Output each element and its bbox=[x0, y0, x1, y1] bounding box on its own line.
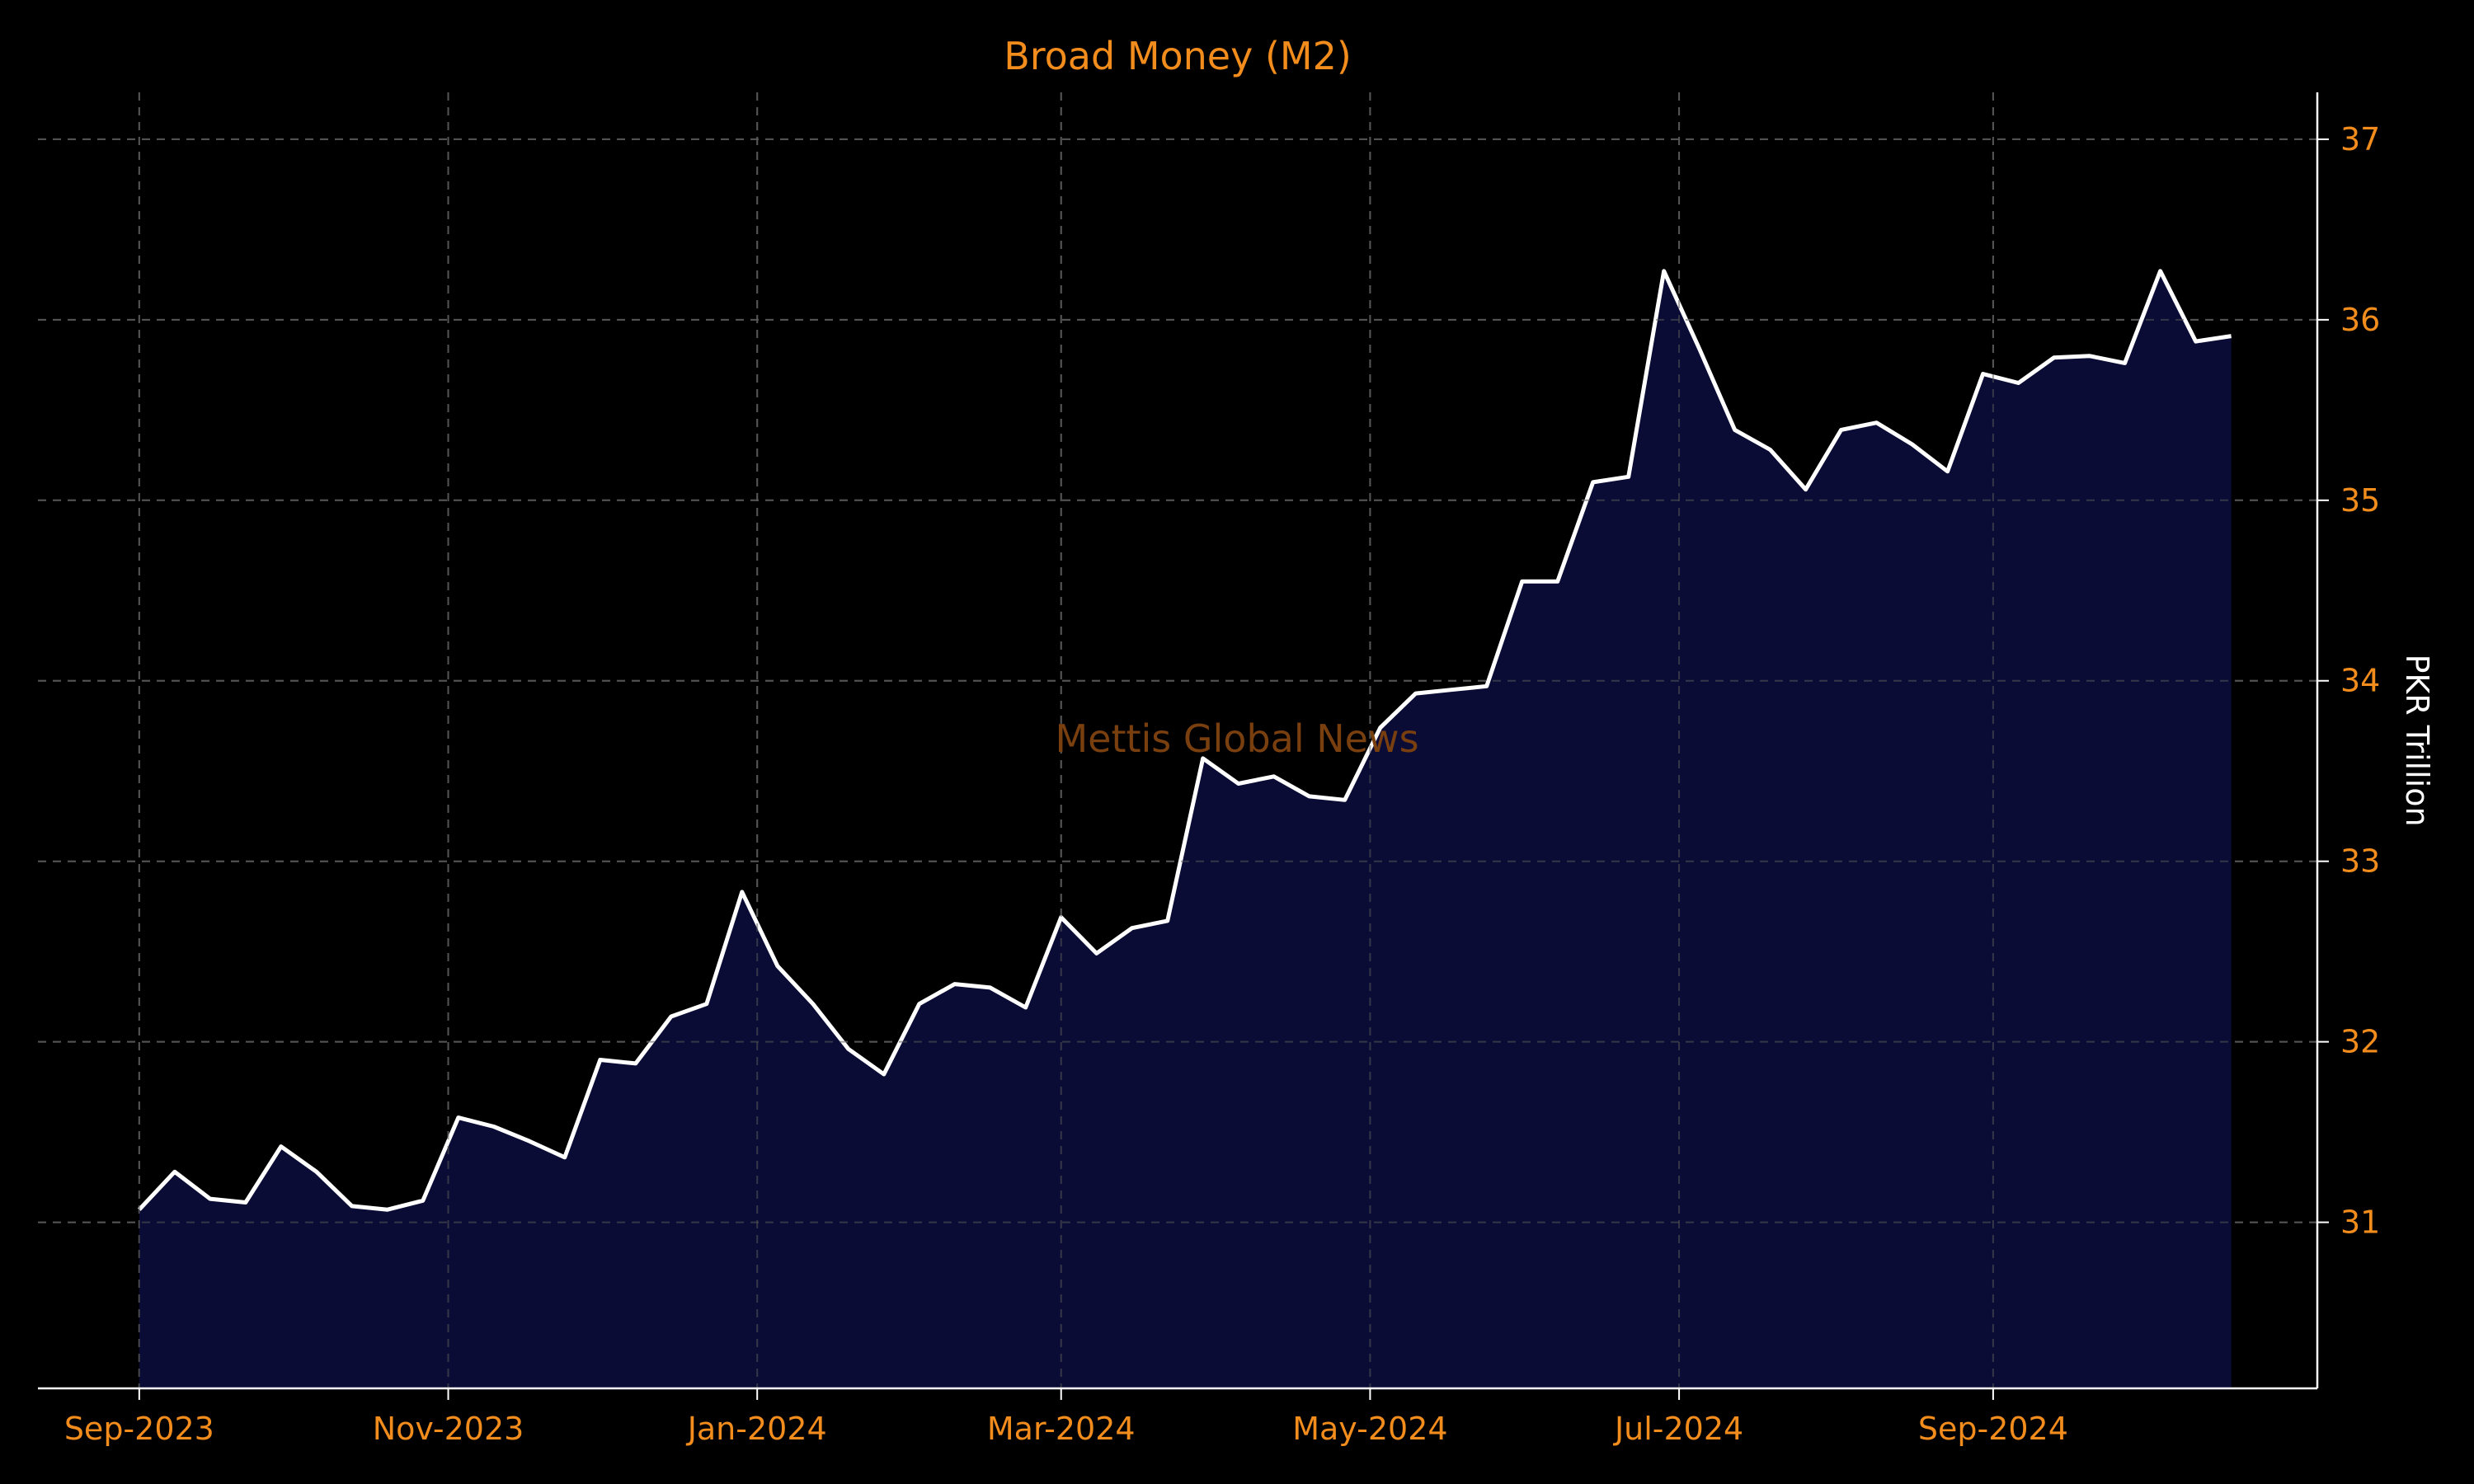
data-point bbox=[245, 1202, 246, 1203]
data-point bbox=[706, 1003, 707, 1004]
x-tick-label: Mar-2024 bbox=[987, 1411, 1136, 1447]
data-point bbox=[635, 1063, 636, 1064]
data-point bbox=[1238, 783, 1239, 784]
series-line bbox=[137, 269, 2232, 1212]
data-point bbox=[387, 1209, 388, 1210]
data-point bbox=[1947, 471, 1948, 472]
data-point bbox=[1167, 920, 1168, 921]
data-point bbox=[1876, 422, 1877, 423]
y-axis-label: PKR Trillion bbox=[2399, 654, 2435, 826]
data-point bbox=[1025, 1007, 1026, 1008]
data-point bbox=[2053, 357, 2054, 358]
data-point bbox=[1344, 800, 1345, 801]
data-point bbox=[1805, 489, 1806, 490]
x-tick-label: Jul-2024 bbox=[1613, 1411, 1743, 1447]
data-point bbox=[2124, 363, 2125, 364]
data-point bbox=[1096, 953, 1097, 954]
data-point bbox=[280, 1146, 281, 1147]
data-point bbox=[1770, 449, 1771, 450]
y-tick-label: 34 bbox=[2340, 663, 2380, 699]
data-point bbox=[2089, 355, 2090, 356]
data-point bbox=[1663, 270, 1664, 271]
data-point bbox=[883, 1074, 884, 1075]
data-area-group bbox=[38, 92, 2317, 1388]
data-point bbox=[458, 1117, 459, 1118]
x-tick-label: Jan-2024 bbox=[686, 1411, 827, 1447]
series-area-fill bbox=[139, 270, 2232, 1388]
x-tick-label: Sep-2024 bbox=[1918, 1411, 2068, 1447]
data-point bbox=[1486, 686, 1487, 687]
y-tick-label: 33 bbox=[2340, 843, 2380, 880]
data-point bbox=[848, 1049, 849, 1050]
data-point bbox=[209, 1199, 210, 1200]
data-point bbox=[1592, 481, 1593, 482]
data-point bbox=[1557, 581, 1558, 582]
y-tick-label: 37 bbox=[2340, 121, 2380, 157]
data-point bbox=[777, 965, 778, 966]
watermark-text: Mettis Global News bbox=[1055, 716, 1418, 761]
data-point bbox=[919, 1003, 920, 1004]
data-point bbox=[351, 1205, 352, 1206]
y-tick-label: 35 bbox=[2340, 482, 2380, 519]
chart-title: Broad Money (M2) bbox=[1004, 34, 1352, 78]
data-point bbox=[493, 1126, 494, 1127]
y-tick-label: 31 bbox=[2340, 1205, 2380, 1241]
data-point bbox=[1273, 776, 1274, 777]
data-point bbox=[422, 1200, 423, 1201]
data-point bbox=[1982, 373, 1983, 374]
data-point bbox=[1415, 693, 1416, 694]
tick-labels: 31 32 33 34 35 36 37 Sep-2023 Nov-2023 Jan-2024 Ma… bbox=[64, 121, 2381, 1447]
x-tick-label: Sep-2023 bbox=[64, 1411, 214, 1447]
data-point bbox=[741, 891, 742, 892]
data-point bbox=[1699, 348, 1700, 349]
data-point bbox=[2195, 341, 2196, 342]
y-tick-label: 32 bbox=[2340, 1024, 2380, 1060]
y-tick-label: 36 bbox=[2340, 302, 2380, 338]
data-point bbox=[564, 1157, 565, 1158]
data-point bbox=[2160, 270, 2161, 271]
axes bbox=[38, 92, 2329, 1400]
x-tick-label: Nov-2023 bbox=[373, 1411, 524, 1447]
data-point bbox=[812, 1003, 813, 1004]
x-tick-label: May-2024 bbox=[1292, 1411, 1447, 1447]
